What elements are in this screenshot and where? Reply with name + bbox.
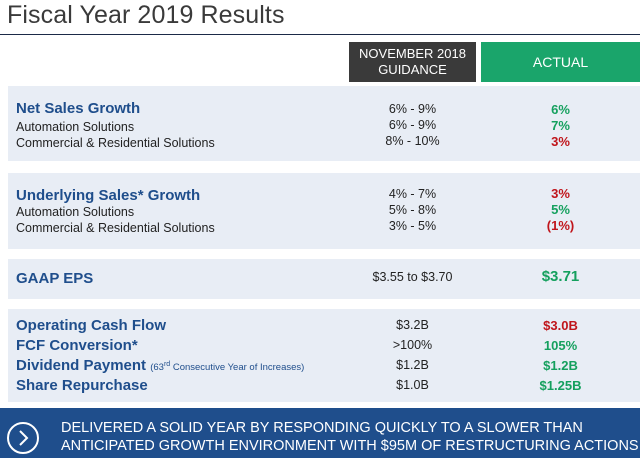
repurchase-guidance: $1.0B (396, 378, 429, 392)
underlying-sales-label: Underlying Sales* Growth (16, 187, 201, 204)
guidance-header-line1: NOVEMBER 2018 (359, 46, 466, 61)
ocf-guidance: $3.2B (396, 318, 429, 332)
repurchase-actual: $1.25B (539, 378, 582, 393)
gaap-eps-actual: $3.71 (541, 268, 580, 285)
net-sales-automation-guidance: 6% - 9% (388, 118, 437, 132)
banner-line2: ANTICIPATED GROWTH ENVIRONMENT WITH $95M… (61, 438, 639, 454)
gaap-eps-panel (8, 259, 640, 299)
net-sales-guidance: 6% - 9% (388, 102, 437, 116)
underlying-sales-panel (8, 173, 640, 249)
underlying-commercial-label: Commercial & Residential Solutions (16, 221, 215, 235)
ocf-actual: $3.0B (543, 318, 578, 333)
underlying-automation-actual: 5% (551, 202, 570, 217)
underlying-sales-guidance: 4% - 7% (388, 187, 437, 201)
dividend-label-group: Dividend Payment (63rd Consecutive Year … (16, 357, 304, 374)
guidance-header-line2: GUIDANCE (378, 62, 447, 77)
fcf-actual: 105% (543, 338, 578, 353)
underlying-commercial-guidance: 3% - 5% (388, 219, 437, 233)
net-sales-actual: 6% (551, 102, 570, 117)
net-sales-panel (8, 86, 640, 161)
underlying-automation-guidance: 5% - 8% (388, 203, 437, 217)
underlying-sales-actual: 3% (551, 186, 570, 201)
net-sales-commercial-label: Commercial & Residential Solutions (16, 136, 215, 150)
net-sales-commercial-actual: 3% (551, 134, 570, 149)
repurchase-label: Share Repurchase (16, 377, 148, 394)
underlying-commercial-actual: (1%) (546, 218, 575, 233)
gaap-eps-label: GAAP EPS (16, 270, 94, 287)
page-title: Fiscal Year 2019 Results (7, 1, 285, 29)
dividend-guidance: $1.2B (396, 358, 429, 372)
title-divider (0, 34, 640, 35)
gaap-eps-guidance: $3.55 to $3.70 (372, 270, 453, 284)
net-sales-commercial-guidance: 8% - 10% (385, 134, 440, 148)
ocf-label: Operating Cash Flow (16, 317, 167, 334)
dividend-label: Dividend Payment (16, 357, 147, 374)
dividend-note: (63rd Consecutive Year of Increases) (150, 360, 305, 373)
chevron-right-icon (7, 422, 39, 454)
net-sales-label: Net Sales Growth (16, 100, 141, 117)
underlying-automation-label: Automation Solutions (16, 205, 135, 219)
net-sales-automation-label: Automation Solutions (16, 120, 135, 134)
net-sales-automation-actual: 7% (551, 118, 570, 133)
actual-column-header: ACTUAL (481, 42, 640, 82)
dividend-actual: $1.2B (543, 358, 578, 373)
banner-text: DELIVERED A SOLID YEAR BY RESPONDING QUI… (61, 419, 639, 455)
summary-banner: DELIVERED A SOLID YEAR BY RESPONDING QUI… (0, 408, 640, 458)
cash-panel (8, 309, 640, 402)
fcf-label: FCF Conversion* (16, 337, 138, 354)
fcf-guidance: >100% (392, 338, 433, 352)
guidance-column-header: NOVEMBER 2018 GUIDANCE (349, 42, 476, 82)
banner-line1: DELIVERED A SOLID YEAR BY RESPONDING QUI… (61, 420, 583, 436)
